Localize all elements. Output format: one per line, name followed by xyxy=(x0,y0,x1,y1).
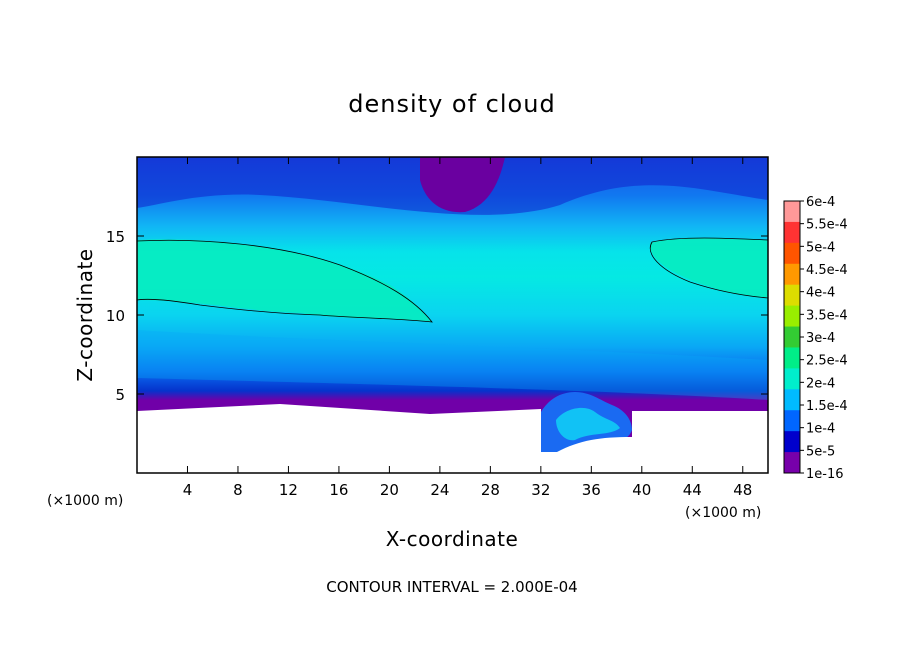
colorbar-label: 4.5e-4 xyxy=(806,263,848,278)
valley-cell-core xyxy=(556,407,620,441)
contour-field xyxy=(137,157,768,473)
x-axis-ticks: 4 8 12 16 20 24 28 32 36 40 44 48 xyxy=(183,157,752,499)
x-tick-label: 36 xyxy=(582,481,601,499)
colorbar-label: 3e-4 xyxy=(806,331,835,346)
x-tick-label: 28 xyxy=(481,481,500,499)
colorbar-label: 1e-4 xyxy=(806,422,835,437)
colorbar-label: 1.5e-4 xyxy=(806,399,848,414)
y-axis-ticks: 5 10 15 xyxy=(106,228,768,404)
y-tick-label: 15 xyxy=(106,228,125,246)
left-moist-core xyxy=(137,239,432,322)
colorbar-swatch xyxy=(784,368,800,390)
x-tick-label: 32 xyxy=(531,481,550,499)
x-axis-title: X-coordinate xyxy=(386,527,519,551)
colorbar-swatch xyxy=(784,389,800,411)
chart-title: density of cloud xyxy=(348,90,555,118)
x-tick-label: 4 xyxy=(183,481,193,499)
colorbar-swatch xyxy=(784,305,800,328)
x-unit-label-right: (×1000 m) xyxy=(685,505,761,521)
colorbar-swatch xyxy=(784,410,800,432)
colorbar-swatch xyxy=(784,452,800,474)
colorbar-label: 5e-4 xyxy=(806,240,835,255)
upper-void-plume xyxy=(420,157,505,213)
contour-line-right xyxy=(650,237,768,299)
colorbar-swatch xyxy=(784,347,800,369)
colorbar-label: 4e-4 xyxy=(806,286,835,301)
colorbar-label: 1e-16 xyxy=(806,467,844,482)
colorbar-swatch xyxy=(784,326,800,348)
x-tick-label: 44 xyxy=(683,481,702,499)
right-moist-core xyxy=(649,238,768,298)
x-tick-label: 24 xyxy=(430,481,449,499)
y-axis-title: Z-coordinate xyxy=(73,248,97,381)
colorbar-swatch xyxy=(784,263,800,286)
x-tick-label: 40 xyxy=(632,481,651,499)
x-tick-label: 8 xyxy=(233,481,243,499)
colorbar-swatch xyxy=(784,284,800,307)
colorbar: 6e-4 5.5e-4 5e-4 4.5e-4 4e-4 3.5e-4 3e-4 2.5e-4… xyxy=(783,195,848,482)
colorbar-label: 5e-5 xyxy=(806,444,835,459)
contour-interval-note: CONTOUR INTERVAL = 2.000E-04 xyxy=(326,578,577,596)
low-level-moist-band xyxy=(137,330,768,400)
contour-line-left xyxy=(137,239,433,323)
x-tick-label: 16 xyxy=(329,481,348,499)
colorbar-label: 5.5e-4 xyxy=(806,218,848,233)
colorbar-swatch xyxy=(784,221,800,244)
x-tick-label: 20 xyxy=(380,481,399,499)
x-tick-label: 12 xyxy=(279,481,298,499)
colorbar-swatch xyxy=(784,201,800,223)
colorbar-label: 6e-4 xyxy=(806,195,835,210)
x-unit-label-left: (×1000 m) xyxy=(47,493,123,509)
terrain-mask xyxy=(137,404,768,473)
colorbar-swatch xyxy=(784,242,800,265)
y-tick-label: 10 xyxy=(106,307,125,325)
colorbar-label: 2e-4 xyxy=(806,376,835,391)
colorbar-label: 3.5e-4 xyxy=(806,308,848,323)
colorbar-swatch xyxy=(784,431,800,453)
x-tick-label: 48 xyxy=(733,481,752,499)
y-tick-label: 5 xyxy=(115,386,125,404)
colorbar-label: 2.5e-4 xyxy=(806,354,848,369)
